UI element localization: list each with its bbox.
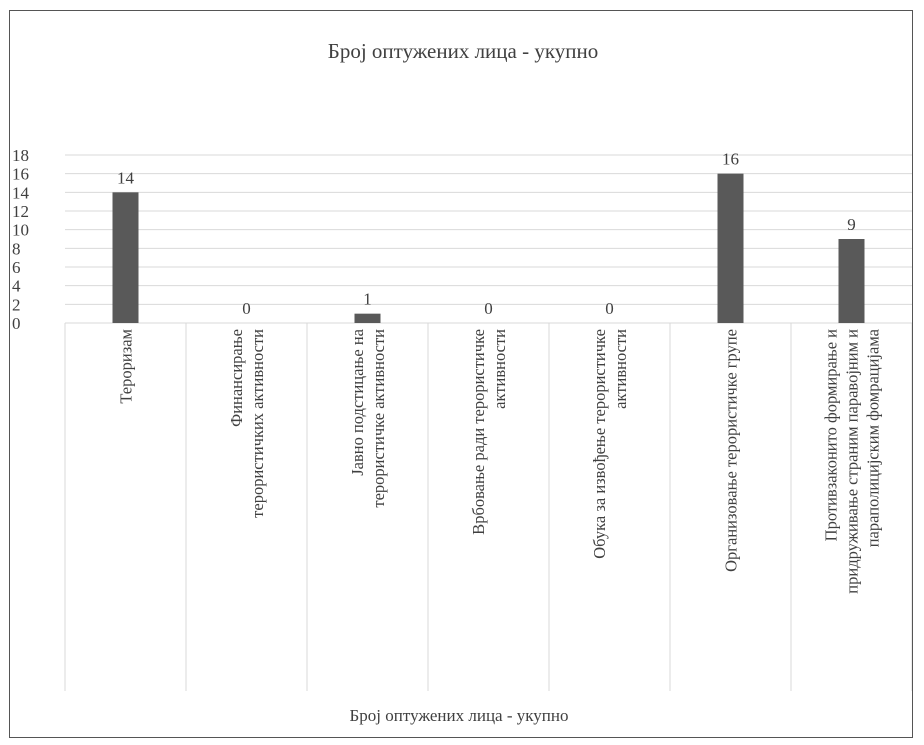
category-label-line: Обука за извођење терористичке [590,329,609,559]
y-tick-label: 12 [12,202,29,221]
category-label: Организовање терористичке групе [722,329,741,572]
axes [64,323,912,691]
y-tick-label: 16 [12,165,29,184]
y-tick-label: 2 [12,295,21,314]
gridlines [65,154,912,324]
data-labels: 14 0 1 0 0 16 9 [117,150,856,318]
category-label-line: параполицијским фомрацијама [864,328,883,547]
bar [838,239,865,323]
y-tick-label: 6 [12,258,21,277]
bar-chart: Број оптужених лица - укупно 02468101214… [12,39,912,725]
data-label: 1 [363,290,372,309]
category-label-line: Врбовање ради терористичке [469,329,488,535]
category-label-line: Тероризам [117,328,136,403]
y-tick-label: 18 [12,146,29,165]
category-label-line: терористичких активности [248,329,267,518]
category-label-line: придруживање страним паравојним и [843,329,862,594]
x-axis-categories: Тероризам Финансирање терористичких активн… [117,328,883,593]
bars [112,173,865,323]
y-tick-label: 8 [12,239,21,258]
data-label: 0 [484,299,493,318]
data-label: 9 [847,215,856,234]
category-label-line: Организовање терористичке групе [722,329,741,572]
y-tick-label: 0 [12,314,21,333]
category-label: Финансирање терористичких активности [227,329,267,518]
bar [717,173,744,323]
data-label: 0 [605,299,614,318]
chart-frame: Број оптужених лица - укупно 0 2 4 6 8 10 12 14… [9,10,913,738]
category-label-line: активности [611,329,630,409]
data-label: 16 [722,150,739,169]
bar [112,192,139,323]
category-label-line: активности [490,329,509,409]
bar [354,313,381,323]
category-label: Врбовање ради терористичке активности [469,329,509,535]
y-tick-label: 14 [12,183,30,202]
category-label: Противзаконито формирање и придруживање с… [822,328,883,593]
category-label-line: терористичке активности [369,329,388,508]
data-label: 0 [242,299,251,318]
category-label-line: Финансирање [227,329,246,427]
category-label-line: Противзаконито формирање и [822,329,841,541]
data-label: 14 [117,168,135,187]
y-tick-label: 4 [12,277,21,296]
legend-series-label: Број оптужених лица - укупно [350,706,569,725]
category-label-line: Јавно подстицање на [348,328,367,475]
category-label: Јавно подстицање на терористичке активнос… [348,328,388,507]
chart-title: Број оптужених лица - укупно [328,39,598,63]
category-label: Обука за извођење терористичке активности [590,329,630,559]
y-tick-label: 10 [12,221,29,240]
category-label: Тероризам [117,328,136,403]
